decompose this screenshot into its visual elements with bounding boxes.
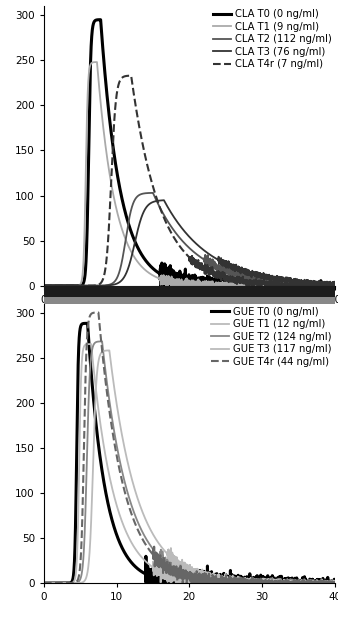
X-axis label: minutes: minutes [165,310,213,323]
Legend: GUE T0 (0 ng/ml), GUE T1 (12 ng/ml), GUE T2 (124 ng/ml), GUE T3 (117 ng/ml), GUE: GUE T0 (0 ng/ml), GUE T1 (12 ng/ml), GUE… [211,307,332,366]
Legend: CLA T0 (0 ng/ml), CLA T1 (9 ng/ml), CLA T2 (112 ng/ml), CLA T3 (76 ng/ml), CLA T: CLA T0 (0 ng/ml), CLA T1 (9 ng/ml), CLA … [213,9,332,69]
